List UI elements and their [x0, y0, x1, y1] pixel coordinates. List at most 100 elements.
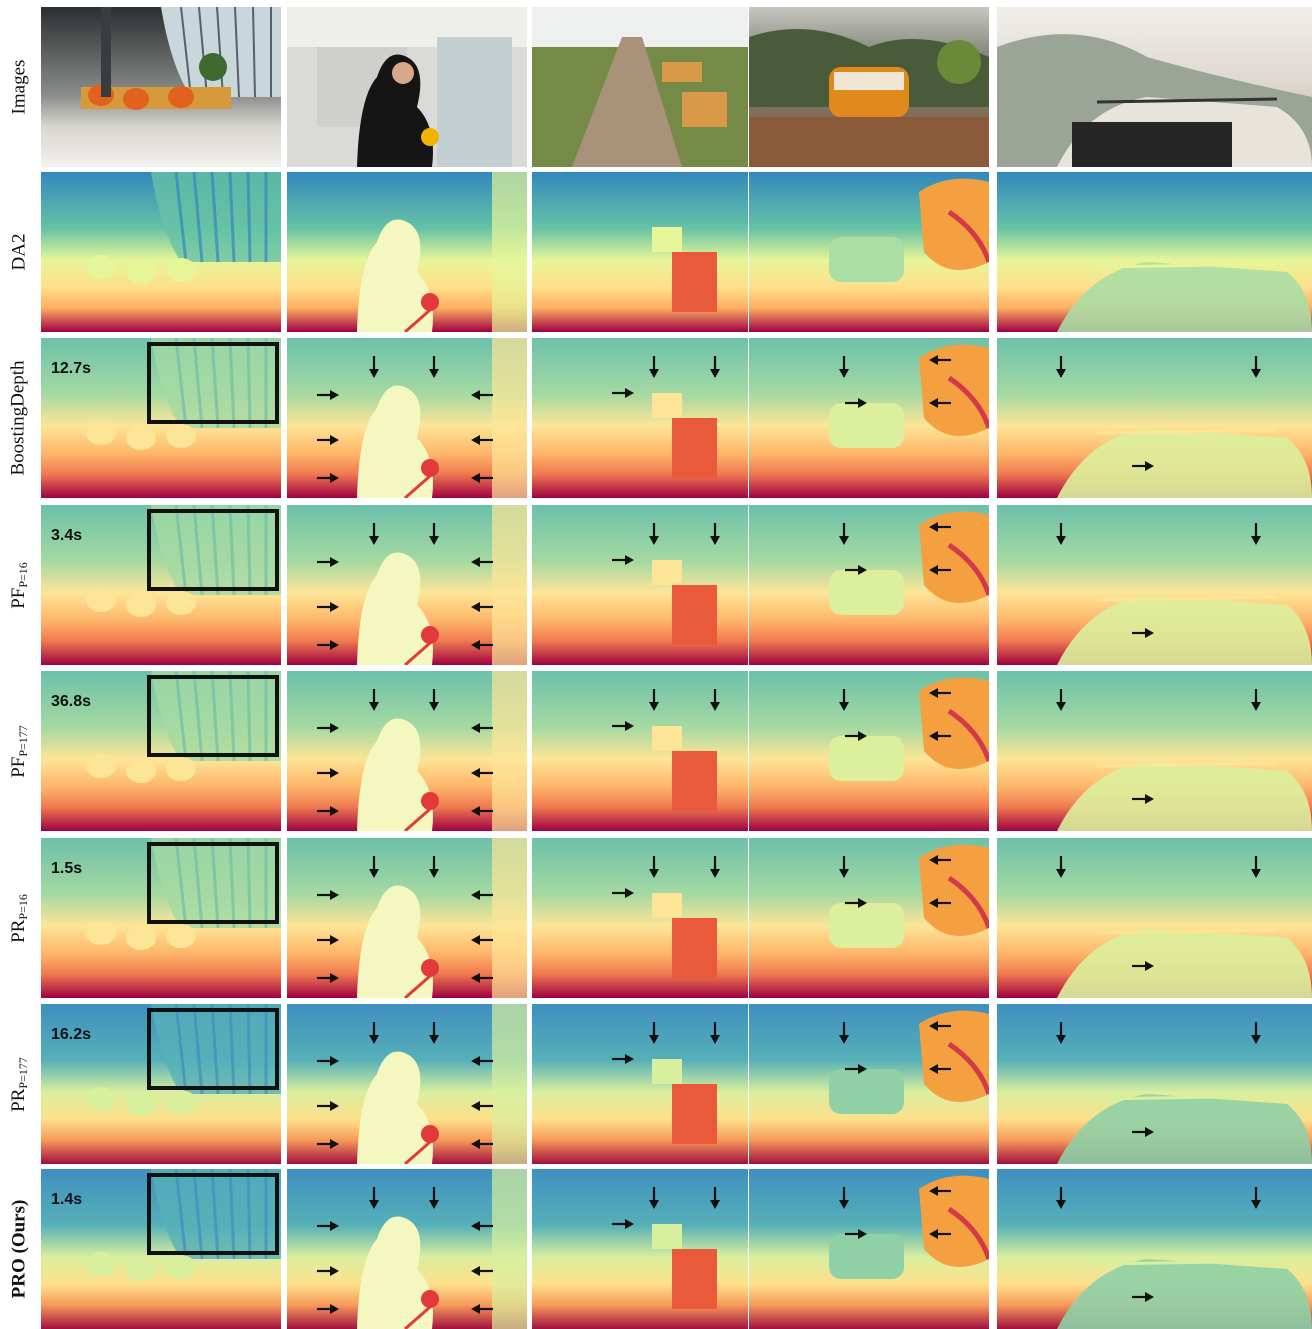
arrow-down-icon: [839, 356, 849, 378]
zoom-region-box: [147, 342, 279, 424]
arrow-right-icon: [317, 1139, 339, 1149]
arrow-down-icon: [710, 856, 720, 878]
row-label: Images: [8, 59, 29, 115]
arrow-right-icon: [845, 898, 867, 908]
arrow-down-icon: [1251, 689, 1261, 711]
arrow-down-icon: [1056, 523, 1066, 545]
arrow-right-icon: [317, 557, 339, 567]
arrow-left-icon: [929, 1064, 951, 1074]
depth-map: 36.8s: [41, 671, 281, 831]
arrow-down-icon: [1056, 689, 1066, 711]
arrow-left-icon: [471, 890, 493, 900]
arrow-right-icon: [317, 935, 339, 945]
arrow-down-icon: [369, 356, 379, 378]
arrow-left-icon: [471, 435, 493, 445]
zoom-region-box: [147, 1008, 279, 1090]
arrow-down-icon: [369, 856, 379, 878]
arrow-right-icon: [317, 390, 339, 400]
depth-map: [749, 172, 989, 332]
depth-map: [532, 172, 748, 332]
arrow-down-icon: [429, 1022, 439, 1044]
arrow-right-icon: [1132, 794, 1154, 804]
input-image: [287, 7, 527, 167]
input-image: [532, 7, 748, 167]
arrow-down-icon: [710, 1187, 720, 1209]
arrow-left-icon: [929, 688, 951, 698]
depth-map: [749, 838, 989, 998]
arrow-right-icon: [612, 388, 634, 398]
arrow-left-icon: [929, 1229, 951, 1239]
arrow-right-icon: [612, 1054, 634, 1064]
row-label: BoostingDepth: [8, 360, 29, 476]
arrow-down-icon: [839, 1022, 849, 1044]
arrow-left-icon: [471, 1266, 493, 1276]
input-image: [749, 7, 989, 167]
arrow-right-icon: [845, 1229, 867, 1239]
arrow-left-icon: [471, 935, 493, 945]
depth-map: 1.5s: [41, 838, 281, 998]
arrow-right-icon: [317, 1304, 339, 1314]
arrow-right-icon: [1132, 1292, 1154, 1302]
inference-time-label: 1.4s: [51, 1191, 83, 1208]
arrow-down-icon: [369, 1022, 379, 1044]
arrow-right-icon: [317, 890, 339, 900]
arrow-down-icon: [649, 523, 659, 545]
depth-map: [997, 838, 1312, 998]
arrow-left-icon: [471, 1101, 493, 1111]
inference-time-label: 1.5s: [51, 860, 83, 877]
depth-map: [997, 671, 1312, 831]
arrow-left-icon: [471, 1056, 493, 1066]
depth-map: [997, 1169, 1312, 1329]
depth-map: 16.2s: [41, 1004, 281, 1164]
arrow-right-icon: [1132, 1127, 1154, 1137]
arrow-down-icon: [429, 523, 439, 545]
arrow-left-icon: [929, 898, 951, 908]
arrow-left-icon: [471, 473, 493, 483]
arrow-left-icon: [929, 1186, 951, 1196]
arrow-down-icon: [710, 356, 720, 378]
arrow-down-icon: [1056, 856, 1066, 878]
zoom-region-box: [147, 675, 279, 757]
input-image: [41, 7, 281, 167]
arrow-right-icon: [317, 973, 339, 983]
arrow-right-icon: [845, 398, 867, 408]
arrow-right-icon: [612, 721, 634, 731]
arrow-left-icon: [471, 723, 493, 733]
row-label: PRO (Ours): [8, 1199, 29, 1299]
arrow-right-icon: [317, 435, 339, 445]
arrow-down-icon: [839, 689, 849, 711]
depth-map: [532, 838, 748, 998]
depth-map: [749, 1004, 989, 1164]
arrow-left-icon: [471, 1221, 493, 1231]
arrow-down-icon: [710, 1022, 720, 1044]
depth-map: [287, 172, 527, 332]
depth-map: [749, 1169, 989, 1329]
arrow-down-icon: [1251, 1187, 1261, 1209]
arrow-down-icon: [1056, 1187, 1066, 1209]
arrow-right-icon: [845, 1064, 867, 1074]
depth-map: [287, 1169, 527, 1329]
depth-map: [41, 172, 281, 332]
depth-map: [287, 505, 527, 665]
zoom-region-box: [147, 842, 279, 924]
arrow-right-icon: [317, 768, 339, 778]
arrow-right-icon: [317, 1101, 339, 1111]
arrow-down-icon: [839, 523, 849, 545]
depth-map: 1.4s: [41, 1169, 281, 1329]
inference-time-label: 12.7s: [51, 360, 92, 377]
arrow-down-icon: [429, 689, 439, 711]
arrow-right-icon: [317, 473, 339, 483]
arrow-right-icon: [845, 731, 867, 741]
depth-map: [532, 1169, 748, 1329]
arrow-left-icon: [471, 806, 493, 816]
arrow-left-icon: [471, 1304, 493, 1314]
arrow-down-icon: [1251, 356, 1261, 378]
depth-map: [532, 1004, 748, 1164]
depth-map: [287, 671, 527, 831]
arrow-down-icon: [369, 689, 379, 711]
arrow-right-icon: [1132, 461, 1154, 471]
arrow-down-icon: [1251, 856, 1261, 878]
depth-map: [287, 338, 527, 498]
depth-map: 3.4s: [41, 505, 281, 665]
